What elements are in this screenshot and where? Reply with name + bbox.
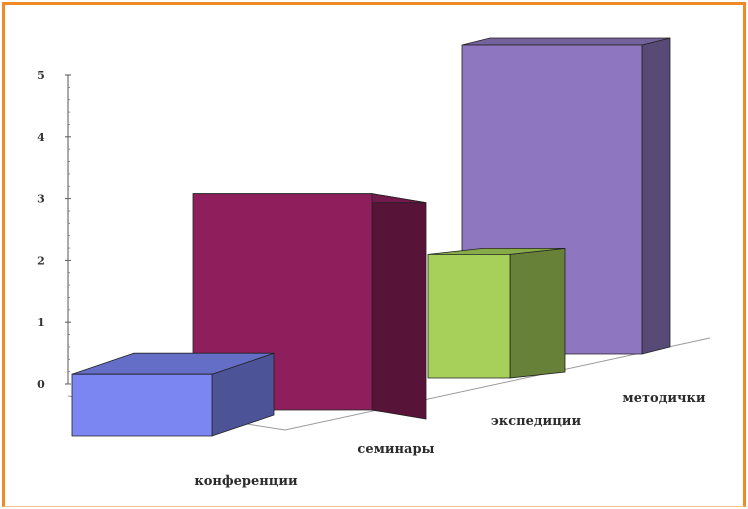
category-label: методички [622, 391, 705, 406]
bars-layer [71, 37, 671, 437]
y-tick-label: 0 [37, 378, 45, 391]
bar-front-face [71, 373, 213, 437]
category-label: семинары [357, 442, 434, 457]
y-tick-label: 1 [37, 316, 45, 329]
labels-layer: методички экспедиции семинары конференции [194, 391, 706, 489]
bar-side-face [509, 247, 566, 379]
y-tick-label: 3 [37, 193, 45, 206]
bar-top-face [461, 37, 671, 46]
bar-side-face [371, 193, 427, 420]
bar-side-face [641, 37, 671, 355]
y-tick-label: 4 [37, 131, 45, 144]
bar-0 [71, 352, 275, 437]
y-tick-label: 5 [37, 69, 45, 82]
category-label: экспедиции [491, 414, 582, 429]
bar-front-face [427, 253, 511, 379]
y-tick-label: 2 [37, 254, 45, 267]
category-label: конференции [194, 474, 298, 489]
bar-2 [427, 247, 566, 379]
